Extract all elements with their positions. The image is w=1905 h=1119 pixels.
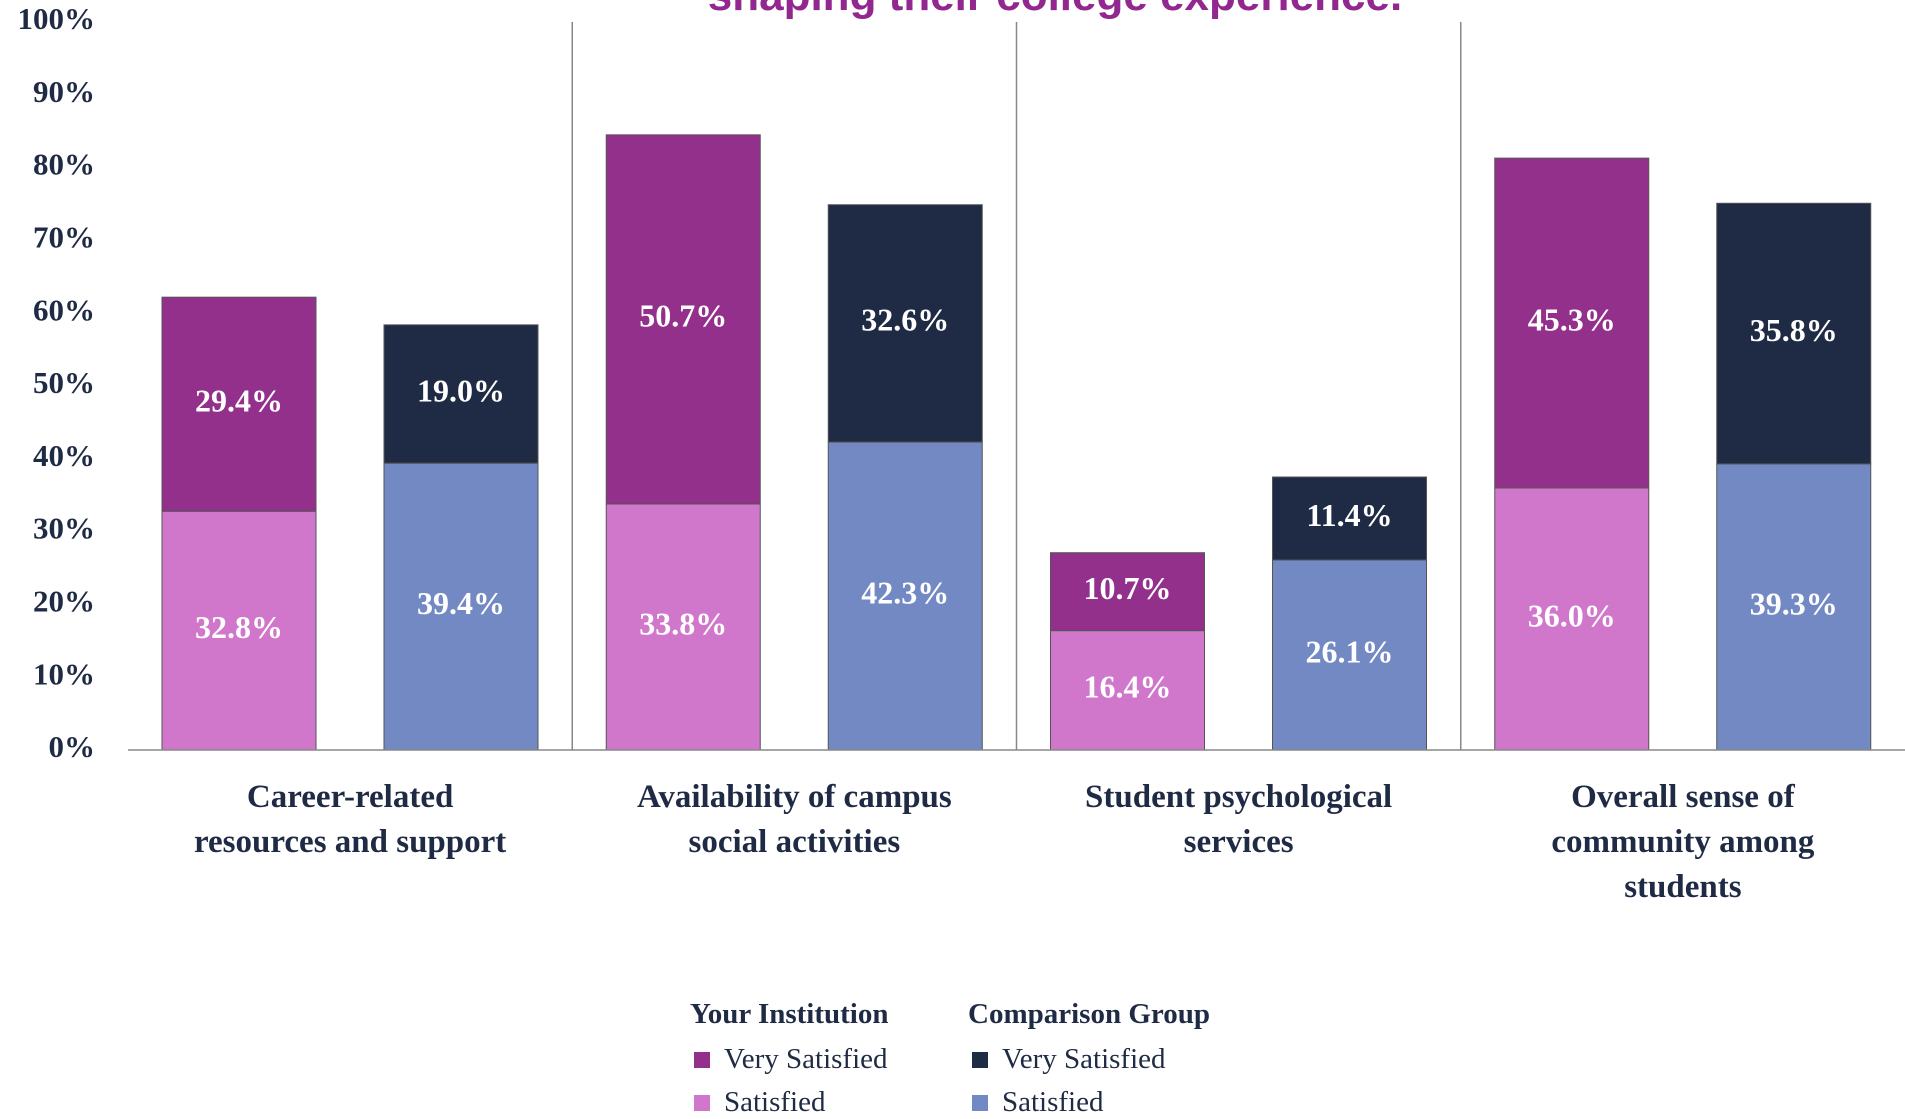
x-tick-label: Availability of campus social activities xyxy=(637,779,952,860)
bar-segment xyxy=(1494,157,1650,489)
bar-segment xyxy=(1050,552,1205,632)
legend-swatch xyxy=(972,1094,988,1111)
x-tick-label: Overall sense of community among student… xyxy=(1551,779,1815,905)
data-label: 19.0% xyxy=(417,372,505,408)
bar-segment xyxy=(1494,487,1650,751)
data-label: 36.0% xyxy=(1528,597,1616,633)
data-label: 10.7% xyxy=(1084,570,1172,606)
chart-title: shaping their college experience. xyxy=(708,0,1402,20)
data-label: 32.6% xyxy=(861,302,949,338)
data-label: 39.3% xyxy=(1750,585,1838,621)
data-label: 16.4% xyxy=(1084,669,1172,705)
bar-segment xyxy=(605,134,761,505)
legend-item: Very Satisfied xyxy=(972,1043,1166,1076)
y-tick-label: 10% xyxy=(33,656,95,691)
legend-item: Very Satisfied xyxy=(694,1043,888,1076)
y-tick-label: 0% xyxy=(49,729,96,764)
data-label: 35.8% xyxy=(1750,312,1838,348)
y-tick-label: 80% xyxy=(33,147,95,182)
bar-segment xyxy=(1716,463,1872,751)
data-label: 29.4% xyxy=(195,383,283,419)
data-label: 45.3% xyxy=(1528,301,1616,337)
legend-swatch xyxy=(694,1051,710,1068)
bar-segment xyxy=(1272,476,1427,561)
y-tick-label: 20% xyxy=(33,584,95,619)
data-label: 39.4% xyxy=(417,585,505,621)
legend-label: Satisfied xyxy=(1002,1086,1104,1118)
bar-segment xyxy=(383,324,539,464)
x-tick-label: Student psychological services xyxy=(1085,779,1393,860)
data-label: 32.8% xyxy=(195,609,283,645)
y-tick-label: 70% xyxy=(33,220,95,255)
y-tick-label: 40% xyxy=(33,438,95,473)
x-tick-label: Career-related resources and support xyxy=(193,779,507,860)
bar-segment xyxy=(827,204,983,443)
legend-label: Satisfied xyxy=(724,1086,826,1118)
bar-segment xyxy=(161,510,317,751)
data-label: 26.1% xyxy=(1306,633,1394,669)
legend-swatch xyxy=(694,1094,710,1111)
y-tick-label: 90% xyxy=(33,74,95,109)
data-label: 33.8% xyxy=(639,605,727,641)
data-label: 50.7% xyxy=(639,298,727,334)
legend-swatch xyxy=(972,1051,988,1068)
bar-segment xyxy=(1050,630,1205,751)
legend-label: Very Satisfied xyxy=(724,1043,888,1075)
y-tick-label: 100% xyxy=(18,1,96,36)
legend-title: Your Institution xyxy=(690,998,889,1030)
data-label: 11.4% xyxy=(1306,497,1392,533)
bar-segment xyxy=(1716,202,1872,465)
legend-title: Comparison Group xyxy=(968,998,1210,1030)
bar-segment xyxy=(827,441,983,751)
bar-segment xyxy=(161,296,317,512)
legend-item: Satisfied xyxy=(694,1086,826,1119)
y-tick-label: 50% xyxy=(33,365,95,400)
legend-label: Very Satisfied xyxy=(1002,1043,1166,1075)
bar-segment xyxy=(383,462,539,751)
data-label: 42.3% xyxy=(861,574,949,610)
y-tick-label: 60% xyxy=(33,292,95,327)
y-tick-label: 30% xyxy=(33,511,95,546)
legend-item: Satisfied xyxy=(972,1086,1104,1119)
